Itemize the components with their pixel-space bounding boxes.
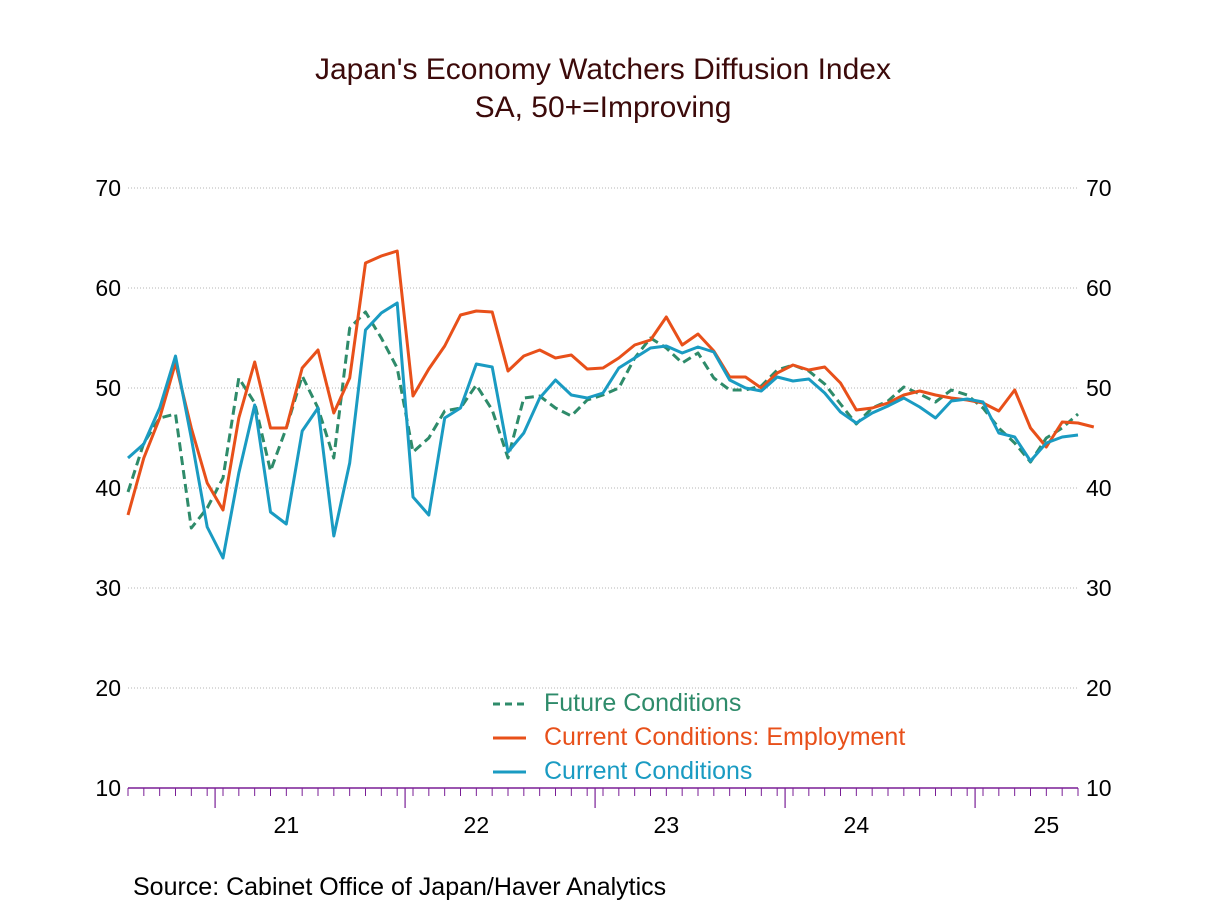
y-tick-label-left-60: 60 xyxy=(95,275,121,301)
x-tick-label-23: 23 xyxy=(654,812,680,838)
y-axis-right-labels: 10 20 30 40 50 60 70 xyxy=(1086,175,1112,801)
series-lines xyxy=(126,249,1095,560)
y-tick-label-right-60: 60 xyxy=(1086,275,1112,301)
gridlines xyxy=(128,187,1078,689)
y-tick-label-right-30: 30 xyxy=(1086,575,1112,601)
series-line-current-conditions-employment xyxy=(126,249,1095,516)
chart-title: Japan's Economy Watchers Diffusion Index xyxy=(315,53,891,86)
chart-subtitle: SA, 50+=Improving xyxy=(475,91,732,124)
legend-label-employment: Current Conditions: Employment xyxy=(544,723,905,751)
x-tick-label-22: 22 xyxy=(464,812,490,838)
y-tick-label-left-20: 20 xyxy=(95,675,121,701)
x-tick-label-21: 21 xyxy=(274,812,300,838)
y-tick-label-right-70: 70 xyxy=(1086,175,1112,201)
y-tick-label-right-10: 10 xyxy=(1086,775,1112,801)
y-axis-left-labels: 10 20 30 40 50 60 70 xyxy=(95,175,121,801)
y-tick-label-left-40: 40 xyxy=(95,475,121,501)
y-tick-label-left-30: 30 xyxy=(95,575,121,601)
source-note: Source: Cabinet Office of Japan/Haver An… xyxy=(133,873,666,901)
x-tick-label-25: 25 xyxy=(1034,812,1060,838)
y-tick-label-right-20: 20 xyxy=(1086,675,1112,701)
legend: Future Conditions Current Conditions: Em… xyxy=(493,689,905,785)
y-tick-label-right-40: 40 xyxy=(1086,475,1112,501)
legend-label-future: Future Conditions xyxy=(544,689,741,717)
series-line-future-conditions xyxy=(126,310,1079,530)
x-tick-label-24: 24 xyxy=(844,812,870,838)
x-axis: 21 22 23 24 25 xyxy=(127,787,1079,838)
legend-label-current: Current Conditions xyxy=(544,757,752,785)
y-tick-label-left-70: 70 xyxy=(95,175,121,201)
y-tick-label-left-50: 50 xyxy=(95,375,121,401)
y-tick-label-left-10: 10 xyxy=(95,775,121,801)
series-line-current-conditions xyxy=(127,301,1079,560)
y-tick-label-right-50: 50 xyxy=(1086,375,1112,401)
